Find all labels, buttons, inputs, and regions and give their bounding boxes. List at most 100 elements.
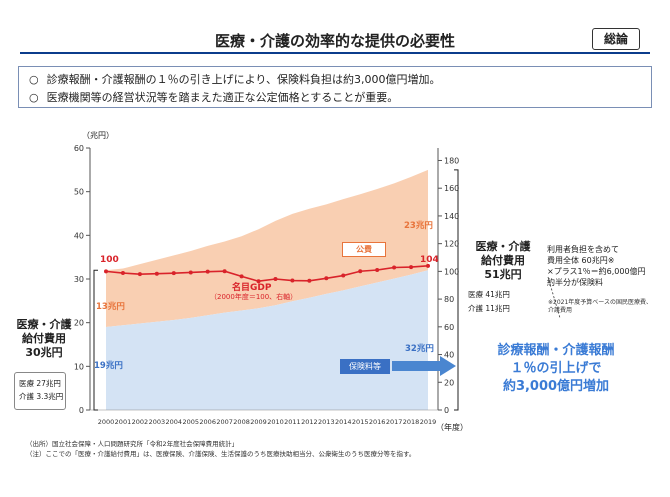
premium-legend-box: 保険料等 <box>340 359 390 374</box>
left-tick-label-10: 10 <box>74 362 84 371</box>
x-tick-label-2004: 2004 <box>166 418 183 426</box>
right-summary-detail: 医療 41兆円 介護 11兆円 <box>468 288 510 316</box>
x-tick-label-2008: 2008 <box>233 418 250 426</box>
left-title-line-2: 給付費用 <box>22 332 66 345</box>
gdp-point-2010 <box>273 277 278 281</box>
cost-dashed-arrow <box>547 276 561 319</box>
bullet-2: ○ 医療機関等の経営状況等を踏まえた適正な公定価格とすることが重要。 <box>29 89 398 105</box>
gdp-point-2018 <box>409 265 414 270</box>
gdp-point-2006 <box>205 269 210 274</box>
x-tick-label-2009: 2009 <box>250 418 267 426</box>
left-tick-label-40: 40 <box>74 231 84 240</box>
callout-line-1: 診療報酬・介護報酬 <box>497 343 615 358</box>
left-tick-label-30: 30 <box>74 275 84 284</box>
callout: 診療報酬・介護報酬 １％の引上げで 約3,000億円増加 <box>456 342 656 396</box>
premium-arrow <box>392 356 456 376</box>
gdp-point-2014 <box>341 273 346 278</box>
callout-line-3: 約3,000億円増加 <box>502 379 610 394</box>
title-rule <box>20 52 650 54</box>
bullet-mark-1: ○ <box>29 73 39 86</box>
right-tick-label-0: 0 <box>444 406 449 415</box>
right-title-line-2: 給付費用 <box>481 254 525 267</box>
right-tick-label-20: 20 <box>444 378 454 387</box>
x-axis-unit: （年度） <box>436 423 468 432</box>
summary-badge: 総論 <box>592 28 640 50</box>
right-tick-label-140: 140 <box>444 212 459 221</box>
cost-line-2: 費用全体 60兆円※ <box>547 256 615 265</box>
cost-footnote-line-2: 介護費用 <box>548 307 573 314</box>
gdp-point-2001 <box>120 271 125 276</box>
gdp-end-label: 104 <box>420 255 439 265</box>
x-tick-label-2019: 2019 <box>420 418 437 426</box>
x-tick-label-2007: 2007 <box>216 418 233 426</box>
gdp-line <box>105 265 429 283</box>
cost-line-3: ×プラス1％＝約6,000億円 <box>547 267 646 276</box>
x-tick-label-2013: 2013 <box>318 418 335 426</box>
bullet-mark-2: ○ <box>29 91 39 104</box>
public-legend-box: 公費 <box>342 242 386 257</box>
x-tick-label-2012: 2012 <box>301 418 318 426</box>
x-tick-label-2018: 2018 <box>403 418 420 426</box>
right-tick-label-160: 160 <box>444 184 459 193</box>
bullet-box: ○ 診療報酬・介護報酬の１％の引き上げにより、保険料負担は約3,000億円増加。 … <box>18 66 652 108</box>
x-tick-label-2001: 2001 <box>115 418 132 426</box>
left-detail-line-1: 医療 27兆円 <box>19 379 61 388</box>
cost-note: 利用者負担を含めて 費用全体 60兆円※ ×プラス1％＝約6,000億円 約半分… <box>547 244 646 288</box>
right-tick-label-120: 120 <box>444 240 459 249</box>
gdp-point-2015 <box>358 269 363 274</box>
left-summary: 医療・介護 給付費用 30兆円 医療 27兆円 介護 3.3兆円 <box>6 318 76 424</box>
gdp-point-2004 <box>171 271 176 276</box>
left-tick-label-50: 50 <box>74 188 84 197</box>
cost-line-4: 約半分が保険料 <box>547 278 603 287</box>
footer-note: （注）ここでの「医療・介護給付費用」は、医療保険、介護保険、生活保護のうち医療扶… <box>26 450 416 458</box>
left-title-line-1: 医療・介護 <box>16 318 72 331</box>
gdp-start-label: 100 <box>100 255 119 265</box>
gdp-point-2005 <box>188 270 193 275</box>
right-title-line-3: 51兆円 <box>484 268 522 281</box>
right-tick-label-100: 100 <box>444 267 459 276</box>
right-title-line-1: 医療・介護 <box>475 240 531 253</box>
cost-footnote: ※2021年度予算ベースの国民医療費、 介護費用 <box>548 299 652 315</box>
x-tick-label-2017: 2017 <box>386 418 403 426</box>
right-total-bracket <box>454 169 459 411</box>
premium-start-label: 19兆円 <box>94 361 123 371</box>
right-tick-label-60: 60 <box>444 323 454 332</box>
x-tick-label-2000: 2000 <box>98 418 115 426</box>
public-end-label: 23兆円 <box>404 221 433 231</box>
right-tick-label-80: 80 <box>444 295 454 304</box>
cost-footnote-line-1: ※2021年度予算ベースの国民医療費、 <box>548 299 652 306</box>
gdp-point-2002 <box>137 272 142 277</box>
gdp-name-label: 名目GDP <box>232 283 272 293</box>
x-tick-label-2005: 2005 <box>182 418 199 426</box>
public-start-label: 13兆円 <box>96 302 125 312</box>
left-detail-line-2: 介護 3.3兆円 <box>19 392 64 401</box>
x-tick-label-2002: 2002 <box>132 418 149 426</box>
left-tick-label-20: 20 <box>74 319 84 328</box>
x-tick-label-2016: 2016 <box>369 418 386 426</box>
gdp-point-2003 <box>154 271 159 276</box>
cost-line-1: 利用者負担を含めて <box>547 245 619 254</box>
callout-line-2: １％の引上げで <box>510 361 602 376</box>
bullet-1-text: 診療報酬・介護報酬の１％の引き上げにより、保険料負担は約3,000億円増加。 <box>46 73 441 86</box>
left-summary-title: 医療・介護 給付費用 30兆円 <box>6 318 82 360</box>
x-tick-label-2015: 2015 <box>352 418 369 426</box>
gdp-point-2019 <box>426 263 430 268</box>
gdp-point-2000 <box>104 269 108 274</box>
right-detail-line-2: 介護 11兆円 <box>468 304 510 313</box>
x-tick-label-2003: 2003 <box>149 418 166 426</box>
x-tick-label-2010: 2010 <box>267 418 284 426</box>
gdp-point-2013 <box>324 276 329 281</box>
gdp-note-label: （2000年度＝100、右軸） <box>210 293 298 301</box>
right-tick-label-180: 180 <box>444 156 459 165</box>
right-detail-line-1: 医療 41兆円 <box>468 290 510 299</box>
right-tick-label-40: 40 <box>444 351 454 360</box>
gdp-point-2007 <box>222 269 227 274</box>
premium-end-label: 32兆円 <box>405 344 434 354</box>
left-title-line-3: 30兆円 <box>25 346 63 359</box>
x-tick-label-2014: 2014 <box>335 418 352 426</box>
left-axis-label: （兆円） <box>82 131 114 140</box>
gdp-point-2008 <box>239 274 244 279</box>
x-tick-label-2006: 2006 <box>199 418 216 426</box>
page-title: 医療・介護の効率的な提供の必要性 <box>214 32 455 50</box>
footer-source: （出所）国立社会保障・人口問題研究所「令和2年度社会保障費用統計」 <box>26 440 239 448</box>
